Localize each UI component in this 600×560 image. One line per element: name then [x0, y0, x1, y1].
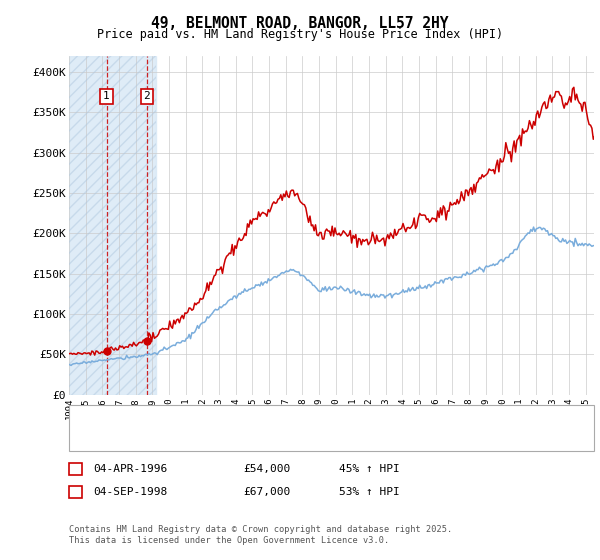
Text: 53% ↑ HPI: 53% ↑ HPI — [339, 487, 400, 497]
Text: 45% ↑ HPI: 45% ↑ HPI — [339, 464, 400, 474]
Text: 2: 2 — [72, 487, 79, 497]
Text: HPI: Average price, semi-detached house, Gwynedd: HPI: Average price, semi-detached house,… — [106, 434, 406, 444]
Text: Contains HM Land Registry data © Crown copyright and database right 2025.
This d: Contains HM Land Registry data © Crown c… — [69, 525, 452, 545]
Text: 04-SEP-1998: 04-SEP-1998 — [93, 487, 167, 497]
Text: 2: 2 — [143, 91, 150, 101]
Bar — [69, 56, 155, 395]
Text: 1: 1 — [103, 91, 110, 101]
Text: 49, BELMONT ROAD, BANGOR, LL57 2HY (semi-detached house): 49, BELMONT ROAD, BANGOR, LL57 2HY (semi… — [106, 414, 456, 424]
Text: £67,000: £67,000 — [243, 487, 290, 497]
Text: 49, BELMONT ROAD, BANGOR, LL57 2HY: 49, BELMONT ROAD, BANGOR, LL57 2HY — [151, 16, 449, 31]
Text: 04-APR-1996: 04-APR-1996 — [93, 464, 167, 474]
Bar — [69, 56, 155, 395]
Text: £54,000: £54,000 — [243, 464, 290, 474]
Text: 1: 1 — [72, 464, 79, 474]
Text: Price paid vs. HM Land Registry's House Price Index (HPI): Price paid vs. HM Land Registry's House … — [97, 28, 503, 41]
